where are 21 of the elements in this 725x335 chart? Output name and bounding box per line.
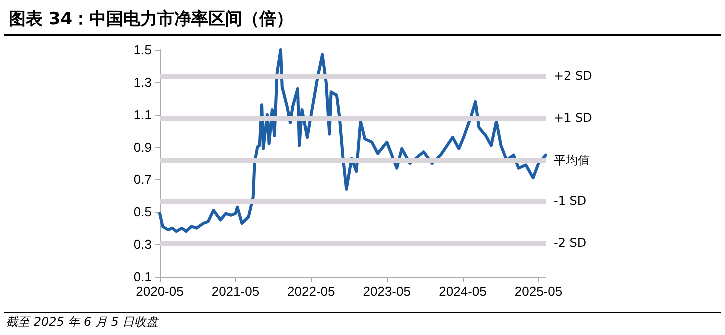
y-tick-label: 0.9 [134,140,152,155]
y-tick-label: 1.3 [134,74,152,90]
y-tick-label: 1.1 [134,107,152,122]
y-tick-label: 0.5 [134,204,152,220]
y-tick-label: 0.1 [134,270,152,284]
x-tick-label: 2024-05 [439,284,487,299]
y-tick-label: 0.3 [134,237,152,252]
x-tick-label: 2025-05 [514,284,563,299]
y-tick-label: 0.7 [134,172,152,188]
text: 截至 2025 年 6 月 5 日收盘 [6,315,160,329]
x-tick-label: 2020-05 [136,284,184,299]
y-tick-label: 1.5 [134,42,152,58]
ref-line-label: +1 SD [554,111,592,126]
ref-line-label: -2 SD [554,236,587,250]
x-tick-label: 2023-05 [363,284,411,299]
ref-line-label: 平均值 [554,153,590,168]
x-tick-label: 2021-05 [212,284,260,299]
ref-line-label: -1 SD [554,194,587,208]
chart-title: 图表 34：中国电力市净率区间（倍） [9,10,294,30]
ref-line-label: +2 SD [554,68,592,83]
x-tick-label: 2022-05 [288,284,336,299]
